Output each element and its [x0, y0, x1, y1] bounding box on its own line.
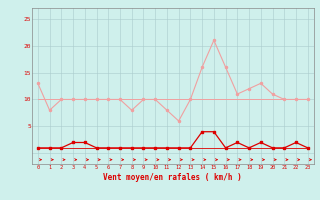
X-axis label: Vent moyen/en rafales ( km/h ): Vent moyen/en rafales ( km/h ) — [103, 173, 242, 182]
